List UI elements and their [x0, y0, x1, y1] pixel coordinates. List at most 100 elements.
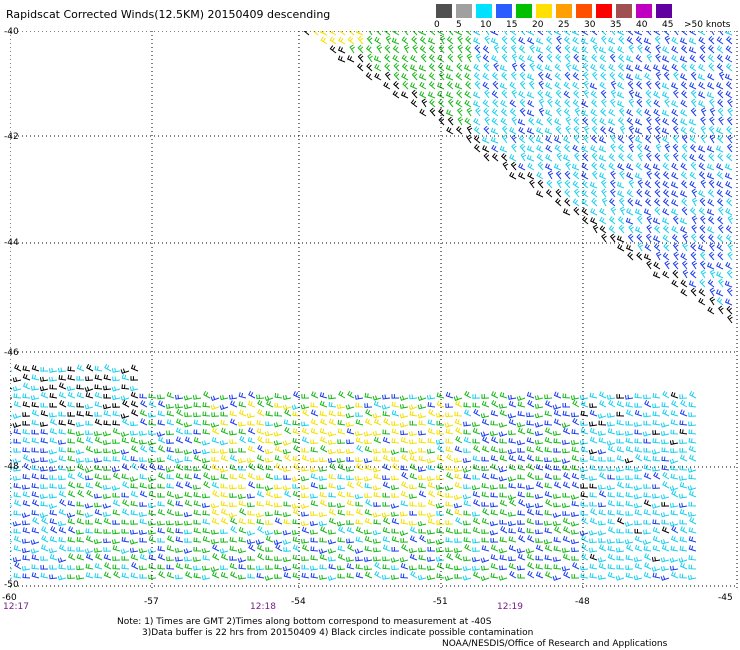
wind-barb — [619, 170, 625, 180]
wind-barb — [238, 526, 247, 534]
wind-barb — [473, 117, 481, 126]
wind-barb — [238, 421, 247, 427]
wind-barb — [538, 80, 544, 90]
wind-barb — [716, 82, 724, 90]
wind-barb — [661, 526, 670, 534]
wind-barb — [528, 134, 535, 144]
wind-barb — [248, 462, 256, 471]
wind-barb — [95, 553, 103, 561]
wind-barb — [691, 215, 698, 225]
wind-barb — [121, 556, 130, 561]
wind-barb — [428, 408, 436, 417]
wind-barb — [40, 437, 49, 444]
wind-barb — [490, 445, 499, 453]
wind-barb — [412, 44, 418, 54]
wind-barb — [67, 401, 76, 408]
wind-barb — [517, 520, 526, 525]
wind-barb — [13, 400, 22, 408]
wind-barb — [264, 457, 274, 463]
wind-barb — [544, 427, 553, 435]
wind-barb — [428, 45, 436, 54]
wind-barb — [572, 144, 580, 153]
wind-barb — [573, 116, 580, 126]
wind-barb — [474, 80, 481, 90]
wind-barb — [625, 437, 634, 444]
wind-barb — [724, 298, 733, 306]
wind-barb — [49, 475, 58, 480]
wind-barb — [166, 564, 175, 570]
wind-barb — [509, 153, 517, 162]
wind-barb — [139, 482, 148, 489]
wind-barb — [526, 508, 535, 516]
wind-barb — [690, 161, 697, 171]
wind-barb — [120, 413, 130, 419]
wind-barb — [274, 564, 283, 570]
wind-barb — [616, 419, 625, 426]
wind-barb — [328, 402, 337, 408]
wind-barb — [31, 527, 40, 534]
lon-label--54: -54 — [291, 597, 306, 607]
wind-barb — [300, 521, 310, 527]
wind-barb — [588, 530, 598, 536]
wind-barb — [643, 455, 652, 462]
wind-barb — [625, 483, 634, 489]
wind-barb — [274, 556, 283, 562]
wind-barb — [598, 544, 607, 552]
wind-barb — [166, 545, 175, 552]
wind-barb — [670, 82, 679, 90]
wind-barb — [274, 493, 283, 499]
wind-barb — [633, 503, 643, 509]
wind-barb — [689, 180, 697, 189]
wind-barb — [535, 529, 544, 535]
wind-barb — [193, 546, 202, 552]
wind-barb — [346, 538, 355, 544]
wind-barb — [645, 98, 652, 108]
wind-barb — [519, 80, 526, 90]
scale-swatch-4 — [516, 4, 532, 18]
wind-barb — [591, 31, 598, 36]
wind-barb — [257, 444, 265, 453]
wind-barb — [445, 91, 454, 99]
wind-barb — [509, 126, 517, 135]
wind-barb — [211, 456, 220, 462]
wind-barb — [319, 410, 328, 417]
wind-barb — [140, 399, 148, 408]
wind-barb — [616, 181, 625, 189]
wind-barb — [590, 217, 598, 225]
wind-barb — [418, 502, 427, 507]
wind-barb — [718, 278, 724, 288]
wind-barb — [645, 152, 652, 162]
wind-barb — [130, 529, 139, 535]
wind-barb — [147, 502, 157, 508]
wind-barb — [220, 529, 229, 535]
wind-barb — [77, 463, 85, 471]
wind-barb — [562, 481, 571, 489]
wind-barb — [427, 402, 436, 408]
wind-barb — [481, 400, 490, 408]
wind-barb — [40, 565, 49, 570]
wind-barb — [654, 206, 661, 216]
wind-barb — [50, 525, 58, 534]
wind-barb — [689, 153, 697, 162]
wind-barb — [346, 491, 355, 498]
wind-barb — [624, 430, 634, 436]
wind-barb — [438, 71, 445, 81]
wind-barb — [265, 410, 274, 417]
wind-barb — [708, 44, 715, 54]
wind-barb — [447, 44, 454, 54]
wind-barb — [688, 501, 697, 507]
wind-barb — [49, 518, 58, 525]
wind-barb — [229, 439, 238, 444]
wind-barb — [355, 437, 364, 444]
wind-barb — [329, 45, 337, 54]
wind-barb — [419, 534, 427, 543]
wind-barb — [669, 521, 679, 527]
wind-barb — [229, 473, 238, 480]
wind-barb — [607, 421, 616, 427]
wind-barb — [671, 63, 679, 72]
wind-barb — [10, 397, 13, 399]
wind-barb — [301, 538, 310, 544]
wind-barb — [102, 404, 112, 410]
wind-barb — [679, 508, 688, 516]
wind-barb — [652, 430, 661, 435]
